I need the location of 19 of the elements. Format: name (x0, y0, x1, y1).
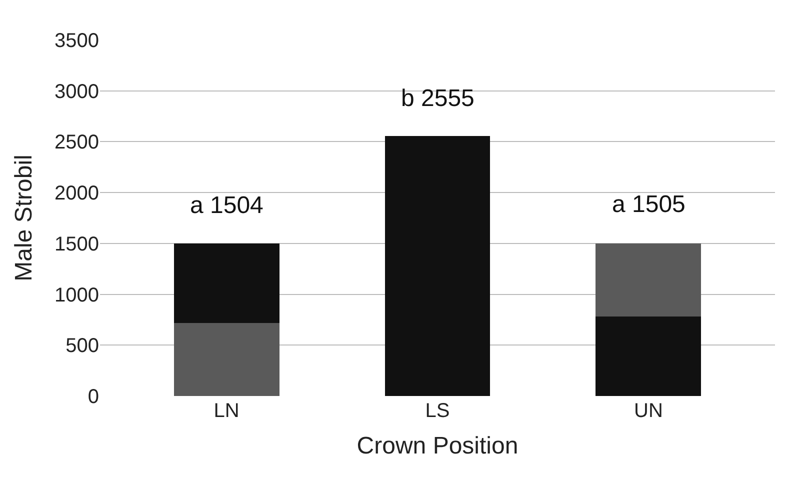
y-tick-label: 3000 (54, 80, 99, 103)
y-tick-label: 0 (88, 386, 99, 408)
x-tick-label: LS (425, 400, 450, 422)
y-tick-label: 1500 (54, 233, 99, 256)
bar (384, 136, 490, 396)
y-axis-title: Male Strobil (10, 154, 38, 282)
y-tick-label: 500 (66, 335, 99, 358)
y-tick-label: 1000 (54, 284, 99, 306)
x-tick-label: LN (214, 400, 240, 422)
x-tick-label: UN (634, 400, 663, 422)
y-tick-label: 3500 (54, 30, 99, 52)
bar (596, 316, 702, 396)
y-tick-label: 2000 (54, 182, 99, 205)
annotation: b 2555 (401, 85, 474, 112)
x-axis-title: Crown Position (356, 432, 518, 460)
annotation: a 1505 (612, 191, 686, 218)
bar (596, 243, 702, 317)
annotation: a 1504 (190, 192, 264, 219)
y-tick-label: 2500 (54, 132, 99, 154)
